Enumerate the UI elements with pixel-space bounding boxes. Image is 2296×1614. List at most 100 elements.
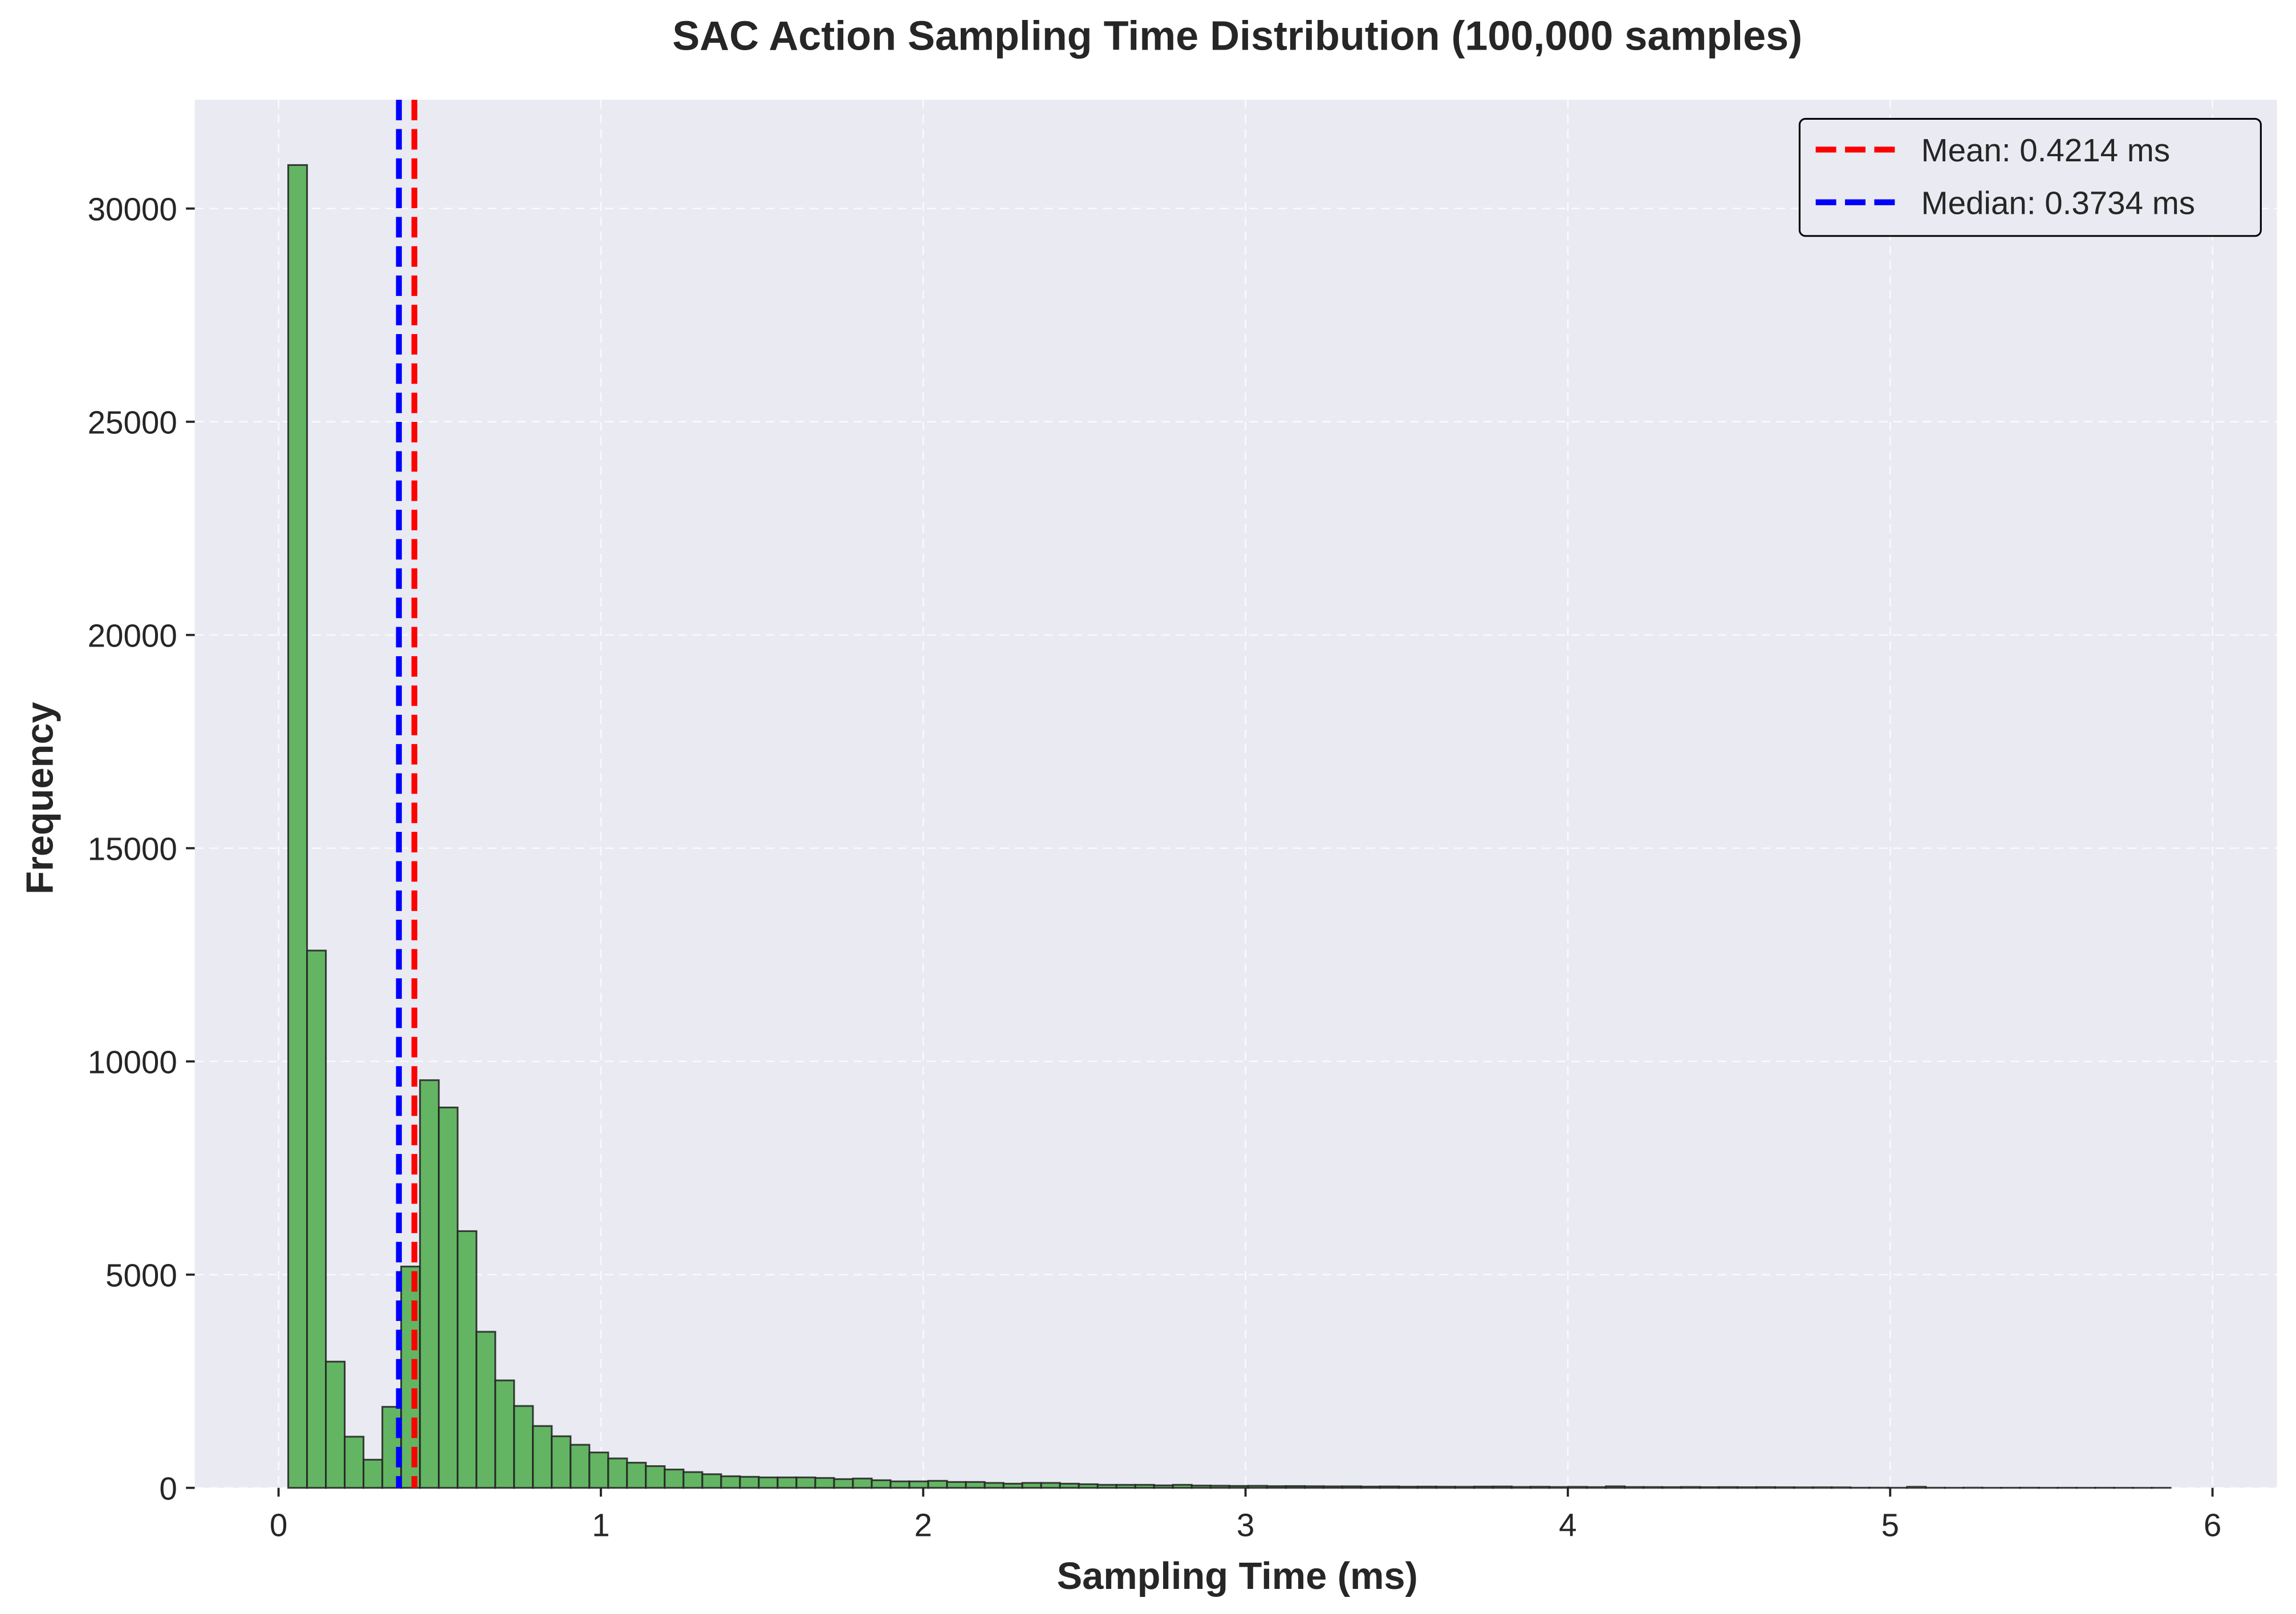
x-tick-label: 1: [592, 1507, 609, 1543]
histogram-bar: [1812, 1486, 1833, 1489]
histogram-bar: [1435, 1486, 1457, 1489]
histogram-bar: [588, 1452, 609, 1489]
histogram-bar: [1303, 1485, 1324, 1489]
histogram-bar: [1341, 1485, 1362, 1489]
histogram-bar: [984, 1482, 1005, 1489]
x-axis-ticks: 0 1 2 3 4 5 6: [270, 1487, 2221, 1543]
histogram-bar: [1153, 1484, 1174, 1489]
histogram-bar: [1115, 1483, 1136, 1489]
histogram-bar: [570, 1444, 591, 1489]
x-tick-label: 6: [2204, 1507, 2221, 1543]
histogram-bar: [513, 1405, 534, 1489]
plot-area: [194, 100, 2277, 1488]
chart-title: SAC Action Sampling Time Distribution (1…: [672, 14, 1802, 59]
histogram-bar: [1510, 1486, 1532, 1489]
histogram-bar: [739, 1475, 760, 1489]
histogram-bar: [927, 1479, 948, 1489]
histogram-bar: [438, 1106, 459, 1489]
histogram-bar: [457, 1230, 478, 1489]
y-axis-ticks: 0 5000 10000 15000 20000 25000 30000: [88, 191, 195, 1506]
histogram-bar: [814, 1477, 835, 1489]
histogram-bar: [607, 1457, 628, 1489]
histogram-bar: [1078, 1483, 1099, 1489]
histogram-bar: [1002, 1482, 1023, 1489]
histogram-bar: [1567, 1486, 1588, 1489]
y-tick-label: 5000: [105, 1257, 177, 1293]
y-tick-label: 20000: [88, 617, 177, 653]
histogram-bar: [1096, 1483, 1117, 1489]
histogram-bar: [325, 1360, 346, 1489]
histogram-bar: [419, 1079, 440, 1489]
histogram-bars: [287, 164, 2172, 1489]
histogram-bar: [1040, 1482, 1061, 1489]
legend: Mean: 0.4214 ms Median: 0.3734 ms: [1798, 117, 2262, 237]
histogram-bar: [1172, 1483, 1193, 1489]
histogram-bar: [833, 1478, 854, 1489]
histogram-bar: [344, 1436, 365, 1489]
histogram-bar: [363, 1458, 384, 1489]
histogram-bar: [1473, 1485, 1494, 1489]
histogram-bar: [1529, 1486, 1551, 1489]
x-tick-label: 4: [1559, 1507, 1576, 1543]
histogram-bar: [1247, 1485, 1268, 1489]
histogram-bar: [1285, 1485, 1306, 1489]
histogram-bar: [1699, 1486, 1720, 1489]
legend-box: [1798, 117, 2262, 237]
histogram-bar: [701, 1473, 722, 1489]
histogram-bar: [1322, 1485, 1343, 1489]
histogram-bar: [682, 1471, 704, 1489]
histogram-bar: [1209, 1485, 1230, 1489]
histogram-bar: [645, 1465, 666, 1489]
histogram-bar: [871, 1479, 892, 1489]
histogram-bar: [1190, 1485, 1212, 1489]
histogram-bar: [1774, 1486, 1795, 1489]
histogram-bar: [758, 1476, 779, 1489]
histogram-bar: [908, 1480, 929, 1489]
x-axis-label: Sampling Time (ms): [1057, 1555, 1418, 1597]
histogram-bar: [852, 1477, 873, 1489]
histogram-bar: [777, 1476, 798, 1489]
histogram-bar: [1454, 1486, 1476, 1489]
histogram-bar: [1266, 1485, 1287, 1489]
histogram-bar: [1021, 1482, 1042, 1489]
histogram-bar: [795, 1476, 816, 1489]
histogram-bar: [720, 1475, 741, 1489]
histogram-bar: [532, 1425, 553, 1489]
histogram-bar: [1492, 1485, 1513, 1489]
y-tick-label: 25000: [88, 404, 177, 440]
histogram-bar: [1793, 1486, 1814, 1489]
histogram-bar: [306, 949, 327, 1489]
x-tick-label: 5: [1881, 1507, 1899, 1543]
histogram-bar: [1737, 1486, 1758, 1489]
histogram-bar: [1059, 1482, 1080, 1489]
histogram-bar: [664, 1469, 685, 1489]
x-tick-label: 3: [1237, 1507, 1254, 1543]
histogram-bar: [1360, 1485, 1381, 1489]
histogram-bar: [965, 1481, 986, 1489]
legend-mean-label: Mean: 0.4214 ms: [1921, 132, 2171, 168]
histogram-bar: [1397, 1486, 1419, 1489]
legend-median-label: Median: 0.3734 ms: [1921, 185, 2196, 221]
histogram-bar: [1228, 1485, 1249, 1489]
histogram-bar: [1379, 1485, 1400, 1489]
y-tick-label: 0: [159, 1470, 177, 1506]
y-axis-label: Frequency: [19, 702, 61, 895]
histogram-bar: [1416, 1485, 1437, 1489]
histogram-bar: [1134, 1483, 1155, 1489]
histogram-bar: [946, 1481, 967, 1489]
y-tick-label: 10000: [88, 1044, 177, 1080]
histogram-bar: [626, 1462, 647, 1489]
x-tick-label: 0: [270, 1507, 287, 1543]
histogram-bar: [476, 1331, 497, 1489]
reference-lines: [396, 100, 417, 1488]
histogram-bar: [1906, 1486, 1927, 1489]
y-tick-label: 30000: [88, 191, 177, 227]
histogram-bar: [1680, 1486, 1701, 1489]
histogram-bar: [287, 164, 308, 1489]
histogram-bar: [889, 1480, 911, 1489]
histogram-bar: [1605, 1485, 1626, 1489]
x-tick-label: 2: [915, 1507, 932, 1543]
grid-lines: [194, 100, 2277, 1489]
histogram-bar: [551, 1435, 572, 1489]
